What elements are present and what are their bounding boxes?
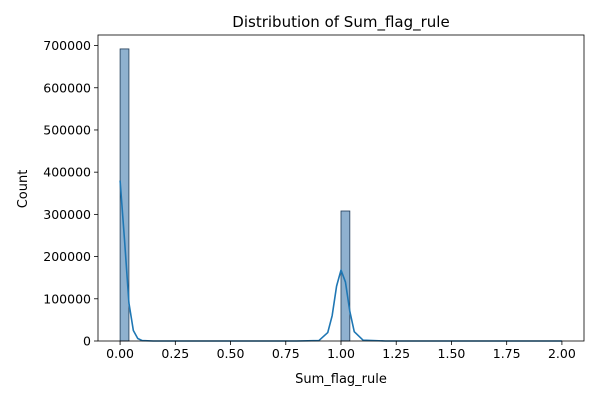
x-tick-label: 1.00: [327, 346, 355, 361]
y-tick-label: 200000: [43, 249, 91, 264]
kde-curve: [119, 180, 562, 342]
y-axis-label: Count: [16, 170, 31, 209]
chart-title: Distribution of Sum_flag_rule: [232, 13, 449, 32]
x-tick-label: 0.00: [106, 346, 134, 361]
x-tick-label: 1.50: [438, 346, 466, 361]
x-tick-label: 0.50: [217, 346, 245, 361]
y-tick-label: 500000: [43, 122, 91, 137]
y-axis-ticks: 0 100000 200000 300000 400000 500000 600000 700…: [43, 38, 98, 349]
y-tick-label: 300000: [43, 207, 91, 222]
y-tick-label: 600000: [43, 80, 91, 95]
histogram-bar-1: [340, 210, 351, 342]
x-tick-label: 0.75: [272, 346, 300, 361]
plot-frame: [97, 34, 585, 342]
histogram-bars: [119, 48, 351, 342]
x-tick-label: 1.75: [493, 346, 521, 361]
y-tick-label: 700000: [43, 38, 91, 53]
kde-line: [119, 180, 562, 342]
x-axis-ticks: 0.00 0.25 0.50 0.75 1.00 1.25 1.50 1.75 2.00: [106, 341, 576, 361]
x-tick-label: 1.25: [382, 346, 410, 361]
y-tick-label: 400000: [43, 165, 91, 180]
x-tick-label: 2.00: [548, 346, 576, 361]
y-tick-label: 100000: [43, 291, 91, 306]
x-tick-label: 0.25: [161, 346, 189, 361]
x-axis-label: Sum_flag_rule: [295, 372, 387, 387]
y-tick-label: 0: [83, 334, 91, 349]
